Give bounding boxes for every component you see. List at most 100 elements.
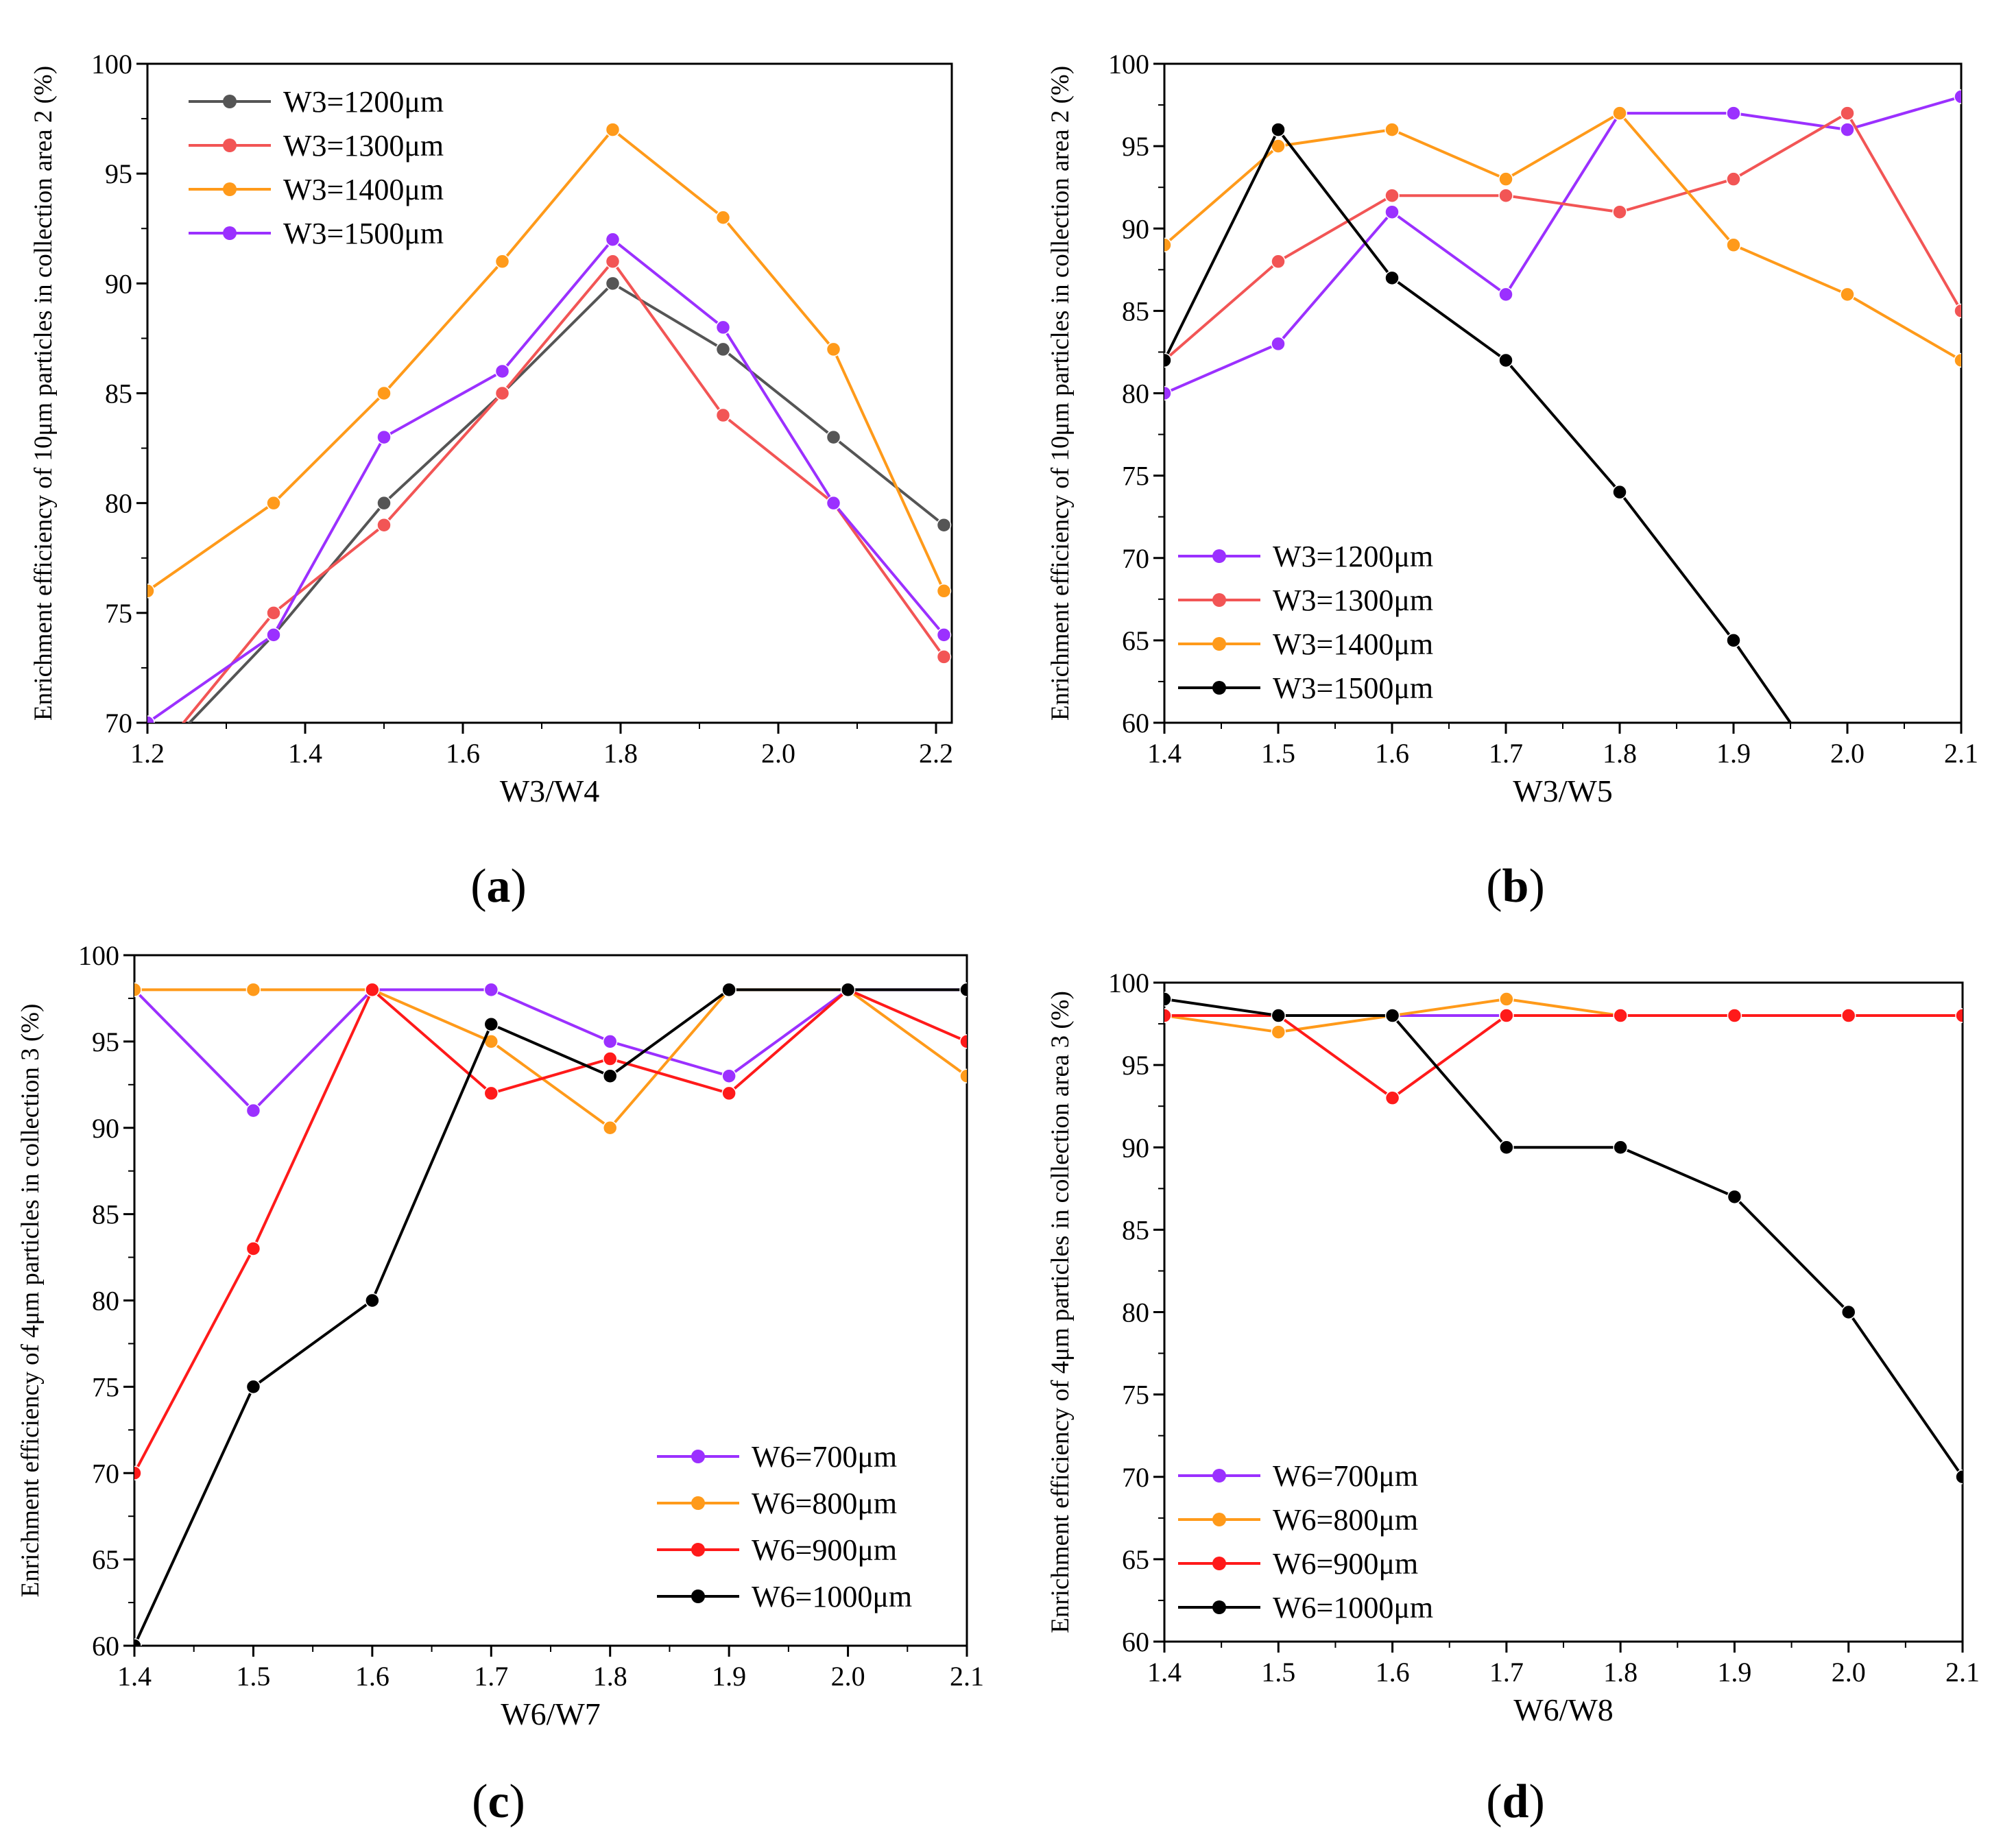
x-axis-title: W6/W7 <box>501 1696 601 1731</box>
legend: W3=1200μm W3=1300μm W3=1400μm W3=1500μm <box>189 85 444 250</box>
legend-label: W6=800μm <box>1273 1503 1418 1537</box>
legend-marker <box>1212 1469 1226 1483</box>
data-point <box>1164 237 1172 253</box>
series-W3=1400μm <box>1164 106 1961 368</box>
y-tick-label: 65 <box>1122 625 1149 656</box>
x-tick-label: 1.5 <box>1261 1657 1295 1688</box>
data-point <box>826 495 841 511</box>
x-tick-label: 2.1 <box>1945 1657 1980 1688</box>
data-point <box>376 385 392 401</box>
data-point <box>1841 1304 1856 1320</box>
legend-label: W3=1500μm <box>283 217 444 250</box>
data-point <box>936 649 952 664</box>
data-point <box>245 1241 261 1256</box>
data-point <box>266 605 281 621</box>
legend-marker <box>1212 549 1226 563</box>
data-point <box>365 982 380 998</box>
data-point <box>376 429 392 445</box>
series-line <box>1164 998 1963 1478</box>
x-tick-label: 1.4 <box>117 1661 152 1692</box>
series-W6=900μm <box>134 982 967 1480</box>
data-point <box>602 1034 618 1049</box>
legend-label: W6=1000μm <box>752 1580 912 1613</box>
data-point <box>1384 1008 1400 1023</box>
data-point <box>1271 1024 1286 1040</box>
legend: W6=700μm W6=800μm W6=900μm W6=1000μm <box>657 1440 912 1613</box>
data-point <box>1271 254 1286 269</box>
y-axis-title: Enrichment efficiency of 10μm particles … <box>29 66 58 721</box>
data-point <box>840 982 856 998</box>
y-tick-label: 70 <box>1122 1462 1149 1493</box>
legend-marker <box>691 1589 705 1603</box>
y-tick-label: 90 <box>1122 1132 1149 1163</box>
x-tick-label: 1.6 <box>446 738 480 769</box>
panel-label: (d) <box>1486 1775 1545 1828</box>
legend-label: W6=800μm <box>752 1487 897 1520</box>
series-line <box>147 238 946 723</box>
x-tick-label: 1.6 <box>355 1661 389 1692</box>
data-point <box>1954 352 1961 368</box>
data-point <box>1612 484 1627 500</box>
x-axis-title: W3/W4 <box>500 773 600 808</box>
legend-marker <box>691 1543 705 1557</box>
data-point <box>715 407 731 423</box>
y-tick-label: 60 <box>92 1631 119 1661</box>
data-point <box>1164 992 1172 1007</box>
data-point <box>1727 1189 1742 1205</box>
data-point <box>483 982 499 998</box>
x-tick-label: 1.9 <box>712 1661 746 1692</box>
data-point <box>1726 106 1741 121</box>
x-tick-label: 1.4 <box>288 738 322 769</box>
plot-area <box>1164 89 1961 723</box>
data-point <box>605 254 621 269</box>
data-point <box>494 385 510 401</box>
data-point <box>1955 1008 1963 1023</box>
data-point <box>1498 171 1513 187</box>
data-point <box>1955 1469 1963 1485</box>
legend-label: W3=1200μm <box>1273 540 1433 573</box>
data-point <box>1384 1090 1400 1105</box>
y-axis-title: Enrichment efficiency of 4μm particles i… <box>16 1004 45 1598</box>
data-point <box>715 320 731 335</box>
series-line <box>187 282 945 723</box>
y-tick-label: 85 <box>1122 296 1149 326</box>
series-line <box>1164 95 1961 395</box>
x-tick-label: 1.8 <box>1603 738 1637 769</box>
chart-panel-b: 1.4 1.5 1.6 1.7 1.8 1.9 2.0 2.1 60 65 70 75 80 85 90 95… <box>1046 49 1978 913</box>
plot-area <box>1164 992 1963 1485</box>
x-tick-label: 1.7 <box>1489 1657 1524 1688</box>
x-tick-label: 1.9 <box>1716 738 1751 769</box>
legend-label: W6=900μm <box>1273 1547 1418 1581</box>
data-point <box>1164 385 1172 401</box>
data-point <box>1840 122 1855 137</box>
x-tick-label: 1.5 <box>1261 738 1295 769</box>
x-tick-label: 2.1 <box>950 1661 984 1692</box>
data-point <box>1613 1140 1628 1155</box>
y-axis-title: Enrichment efficiency of 4μm particles i… <box>1046 991 1075 1633</box>
legend-label: W3=1200μm <box>283 85 444 119</box>
data-point <box>1271 1008 1286 1023</box>
data-point <box>1954 89 1961 104</box>
x-axis-title: W6/W8 <box>1513 1692 1614 1727</box>
data-point <box>826 429 841 445</box>
legend-label: W3=1300μm <box>1273 584 1433 617</box>
y-tick-label: 80 <box>1122 1297 1149 1328</box>
panel-letter: a <box>487 860 511 913</box>
series-line <box>181 260 946 723</box>
x-tick-label: 1.6 <box>1376 1657 1410 1688</box>
y-tick-label: 65 <box>92 1544 119 1575</box>
data-point <box>1498 352 1513 368</box>
data-point <box>1384 270 1400 286</box>
plot-frame <box>146 62 953 724</box>
data-point <box>1271 122 1286 137</box>
series-line <box>134 988 967 1474</box>
y-tick-label: 100 <box>78 940 119 971</box>
data-point <box>721 1085 736 1101</box>
chart-panel-c: 1.4 1.5 1.6 1.7 1.8 1.9 2.0 2.1 60 65 70 75 80 85 90 95… <box>16 940 984 1828</box>
y-tick-label: 70 <box>1122 543 1149 574</box>
data-point <box>1840 287 1855 302</box>
y-tick-label: 65 <box>1122 1544 1149 1575</box>
chart-panel-d: 1.4 1.5 1.6 1.7 1.8 1.9 2.0 2.1 60 65 70 75 80 85 90 95… <box>1046 968 1980 1828</box>
panel-letter: b <box>1502 860 1529 913</box>
